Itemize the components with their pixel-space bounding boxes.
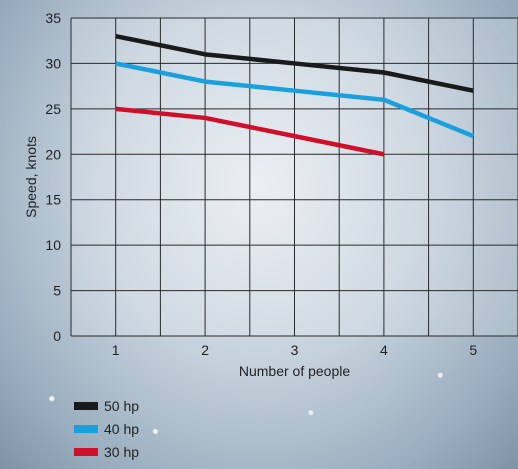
legend-entry: 30 hp [104,444,139,460]
series-line [115,106,385,157]
y-tick-label: 15 [45,192,61,208]
x-tick-labels: 1 2 3 4 5 [112,342,478,358]
legend: 50 hp 40 hp 30 hp [74,398,139,460]
y-tick-label: 35 [45,10,61,26]
series-line [115,61,475,139]
x-tick-label: 5 [469,342,477,358]
x-tick-label: 1 [112,342,120,358]
series-lines [115,33,475,157]
legend-swatch [74,402,98,410]
legend-swatch [74,448,98,456]
legend-entry: 50 hp [104,398,139,414]
legend-swatch [74,425,98,433]
x-axis-label: Number of people [239,363,351,379]
y-axis-label: Speed, knots [23,136,39,218]
y-tick-label: 25 [45,101,61,117]
y-tick-label: 10 [45,237,61,253]
y-tick-label: 0 [53,328,61,344]
x-tick-label: 3 [291,342,299,358]
series-line [115,33,474,93]
x-tick-label: 4 [380,342,388,358]
y-tick-labels: 0 5 10 15 20 25 30 35 [45,10,61,344]
y-tick-label: 30 [45,55,61,71]
legend-entry: 40 hp [104,421,139,437]
x-tick-label: 2 [201,342,209,358]
y-tick-label: 5 [53,283,61,299]
y-tick-label: 20 [45,146,61,162]
